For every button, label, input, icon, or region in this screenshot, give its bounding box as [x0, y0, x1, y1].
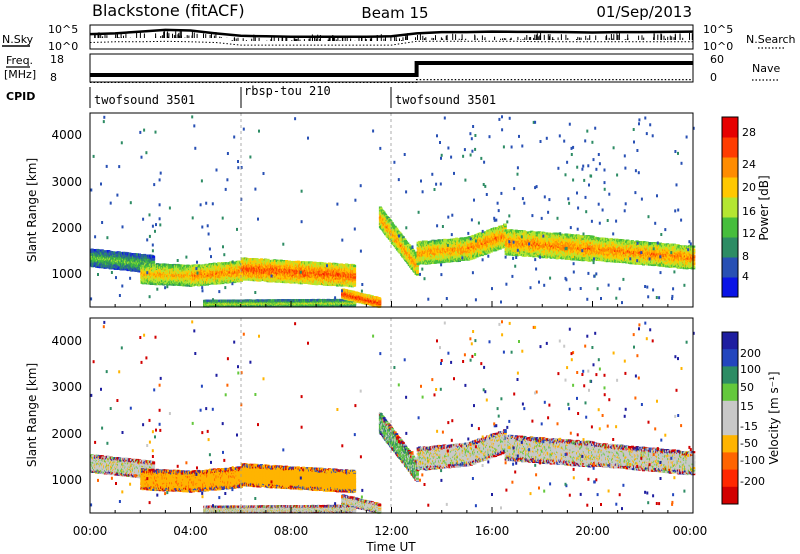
power-echo-cell [152, 261, 155, 263]
power-echo-cell [152, 256, 155, 258]
velocity-echo-cell [152, 461, 155, 463]
echo-fill-layer [90, 113, 695, 514]
velocity-echo-cell [152, 466, 155, 468]
